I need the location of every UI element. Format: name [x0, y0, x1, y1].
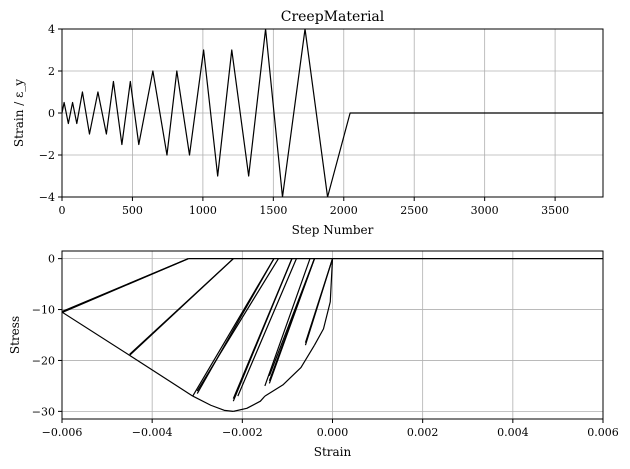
x-axis-label: Strain	[314, 445, 352, 459]
x-tick-label: 3000	[471, 204, 499, 217]
series-line	[237, 258, 297, 397]
series-line	[196, 258, 279, 392]
chart-title: CreepMaterial	[281, 9, 385, 25]
x-ticks: 0 500 1000 1500 2000 2500 3000 3500	[59, 197, 569, 217]
grid	[61, 251, 604, 419]
y-tick-label: −10	[32, 304, 55, 317]
y-tick-label: −4	[39, 191, 55, 204]
series-clip	[62, 29, 603, 197]
series-line	[233, 395, 266, 412]
y-axis-label: Stress	[8, 316, 22, 354]
stress-strain-panel: −0.006 −0.004 −0.002 0.000 0.002 0.004 0.006 −…	[8, 250, 619, 459]
x-tick-label: 2000	[330, 204, 358, 217]
y-tick-label: 0	[48, 253, 55, 266]
x-tick-label: 500	[122, 204, 143, 217]
series-line	[62, 258, 189, 314]
y-tick-label: −30	[32, 405, 55, 418]
series-line	[313, 258, 334, 346]
series-clip	[62, 258, 603, 412]
x-tick-label: −0.004	[132, 426, 173, 439]
series-line	[129, 258, 234, 355]
y-tick-label: −20	[32, 354, 55, 367]
y-axis-label: Strain / ε_y	[12, 79, 26, 147]
x-tick-label: −0.006	[42, 426, 83, 439]
x-axis-label: Step Number	[292, 223, 374, 237]
x-tick-label: 0.004	[497, 426, 529, 439]
series-group	[62, 258, 603, 412]
x-tick-label: 3500	[541, 204, 569, 217]
series-line	[232, 258, 293, 399]
series-line	[264, 258, 311, 387]
x-tick-label: −0.002	[222, 426, 263, 439]
y-ticks: −30 −20 −10 0	[32, 253, 62, 418]
y-tick-label: 4	[48, 23, 55, 36]
y-tick-label: −2	[39, 149, 55, 162]
series-group	[62, 29, 603, 197]
x-tick-label: 1500	[259, 204, 287, 217]
x-tick-label: 0.002	[407, 426, 439, 439]
series-line	[129, 354, 194, 397]
series-line	[268, 258, 316, 376]
x-tick-label: 0.000	[317, 426, 349, 439]
x-tick-label: 2500	[400, 204, 428, 217]
y-ticks: −4 −2 0 2 4	[39, 23, 62, 204]
x-ticks: −0.006 −0.004 −0.002 0.000 0.002 0.004 0.006	[42, 419, 619, 439]
y-tick-label: 2	[48, 65, 55, 78]
y-tick-label: 0	[48, 107, 55, 120]
series-line	[62, 29, 603, 197]
series-line	[304, 258, 334, 343]
x-tick-label: 0	[59, 204, 66, 217]
series-line	[192, 395, 234, 412]
x-tick-label: 0.006	[587, 426, 619, 439]
series-line	[62, 311, 130, 356]
series-line	[264, 344, 315, 397]
strain-history-panel: CreepMaterial 0 500 1000 1500 2000 2500 3000 35…	[12, 9, 604, 237]
x-tick-label: 1000	[189, 204, 217, 217]
